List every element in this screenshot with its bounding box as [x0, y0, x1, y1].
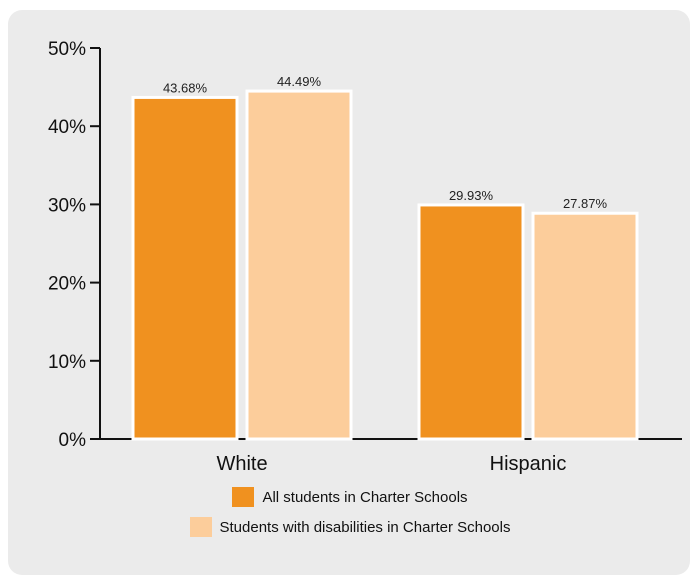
y-tick-label: 10% — [48, 352, 86, 373]
category-label-hispanic: Hispanic — [490, 453, 567, 475]
bar-white-series-1 — [245, 89, 353, 441]
legend-swatch-all-students — [232, 487, 255, 507]
bars — [131, 89, 639, 441]
y-tick-label: 0% — [59, 430, 87, 451]
data-label-white-series-0: 43.68% — [163, 80, 208, 95]
y-tick-label: 50% — [48, 39, 86, 60]
bar-hispanic-series-1 — [531, 211, 639, 441]
data-label-white-series-1: 44.49% — [277, 74, 322, 89]
data-label-hispanic-series-1: 27.87% — [563, 196, 608, 211]
legend-item-all-students: All students in Charter Schools — [232, 482, 468, 512]
legend-item-students-with-disabilities: Students with disabilities in Charter Sc… — [189, 512, 511, 542]
data-label-hispanic-series-0: 29.93% — [449, 188, 494, 203]
category-label-white: White — [216, 453, 267, 475]
y-tick-label: 20% — [48, 274, 86, 295]
y-tick-label: 40% — [48, 117, 86, 138]
y-tick-label: 30% — [48, 195, 86, 216]
bar-hispanic-series-0 — [417, 203, 525, 441]
legend: All students in Charter Schools Students… — [0, 482, 700, 542]
legend-label-students-with-disabilities: Students with disabilities in Charter Sc… — [219, 518, 511, 536]
data-labels: 43.68% 44.49% 29.93% 27.87% — [163, 74, 608, 211]
legend-label-all-students: All students in Charter Schools — [262, 488, 468, 506]
legend-swatch-students-with-disabilities — [189, 517, 212, 537]
x-axis-categories: White Hispanic — [216, 453, 566, 475]
bar-white-series-0 — [131, 95, 239, 441]
